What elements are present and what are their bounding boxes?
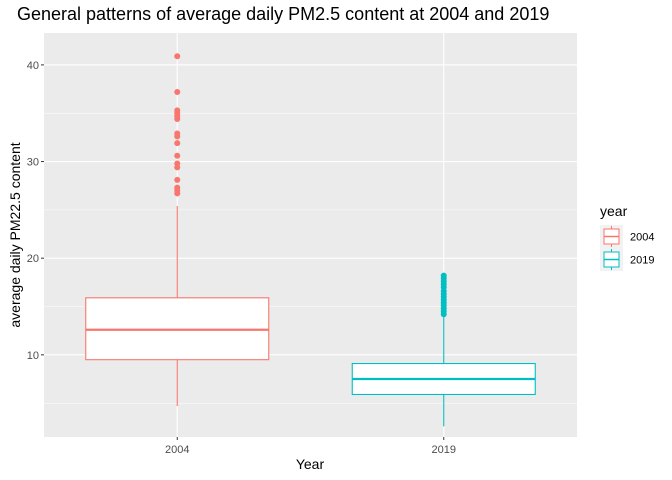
outlier-point bbox=[174, 176, 181, 183]
legend-label: 2004 bbox=[630, 232, 654, 244]
outlier-point bbox=[174, 130, 181, 137]
outlier-point bbox=[174, 107, 181, 114]
outlier-point bbox=[174, 140, 181, 147]
y-tick-label: 40 bbox=[27, 60, 39, 72]
x-tick-label: 2004 bbox=[165, 444, 189, 456]
y-axis-title: average daily PM22.5 content bbox=[7, 142, 23, 327]
legend-title: year bbox=[600, 203, 628, 219]
axis-layer: 10 20 30 40 2004 2019 bbox=[27, 60, 456, 456]
outlier-point bbox=[174, 88, 181, 95]
legend-label: 2019 bbox=[630, 255, 654, 267]
x-axis-title: Year bbox=[296, 456, 325, 472]
box-2004 bbox=[85, 53, 270, 407]
outlier-point bbox=[440, 272, 447, 279]
legend-key-2004: 2004 bbox=[600, 225, 654, 248]
outlier-point bbox=[174, 53, 181, 60]
legend: year 2004 2019 bbox=[600, 203, 654, 271]
y-tick-label: 30 bbox=[27, 157, 39, 169]
y-tick-label: 20 bbox=[27, 253, 39, 265]
outlier-point bbox=[174, 184, 181, 191]
outlier-point bbox=[174, 152, 181, 159]
box-layer bbox=[85, 53, 536, 427]
x-tick-label: 2019 bbox=[432, 444, 456, 456]
y-tick-label: 10 bbox=[27, 350, 39, 362]
chart-title: General patterns of average daily PM2.5 … bbox=[17, 4, 550, 24]
outlier-point bbox=[174, 160, 181, 167]
box-2019 bbox=[351, 272, 536, 427]
legend-key-2019: 2019 bbox=[600, 248, 654, 271]
